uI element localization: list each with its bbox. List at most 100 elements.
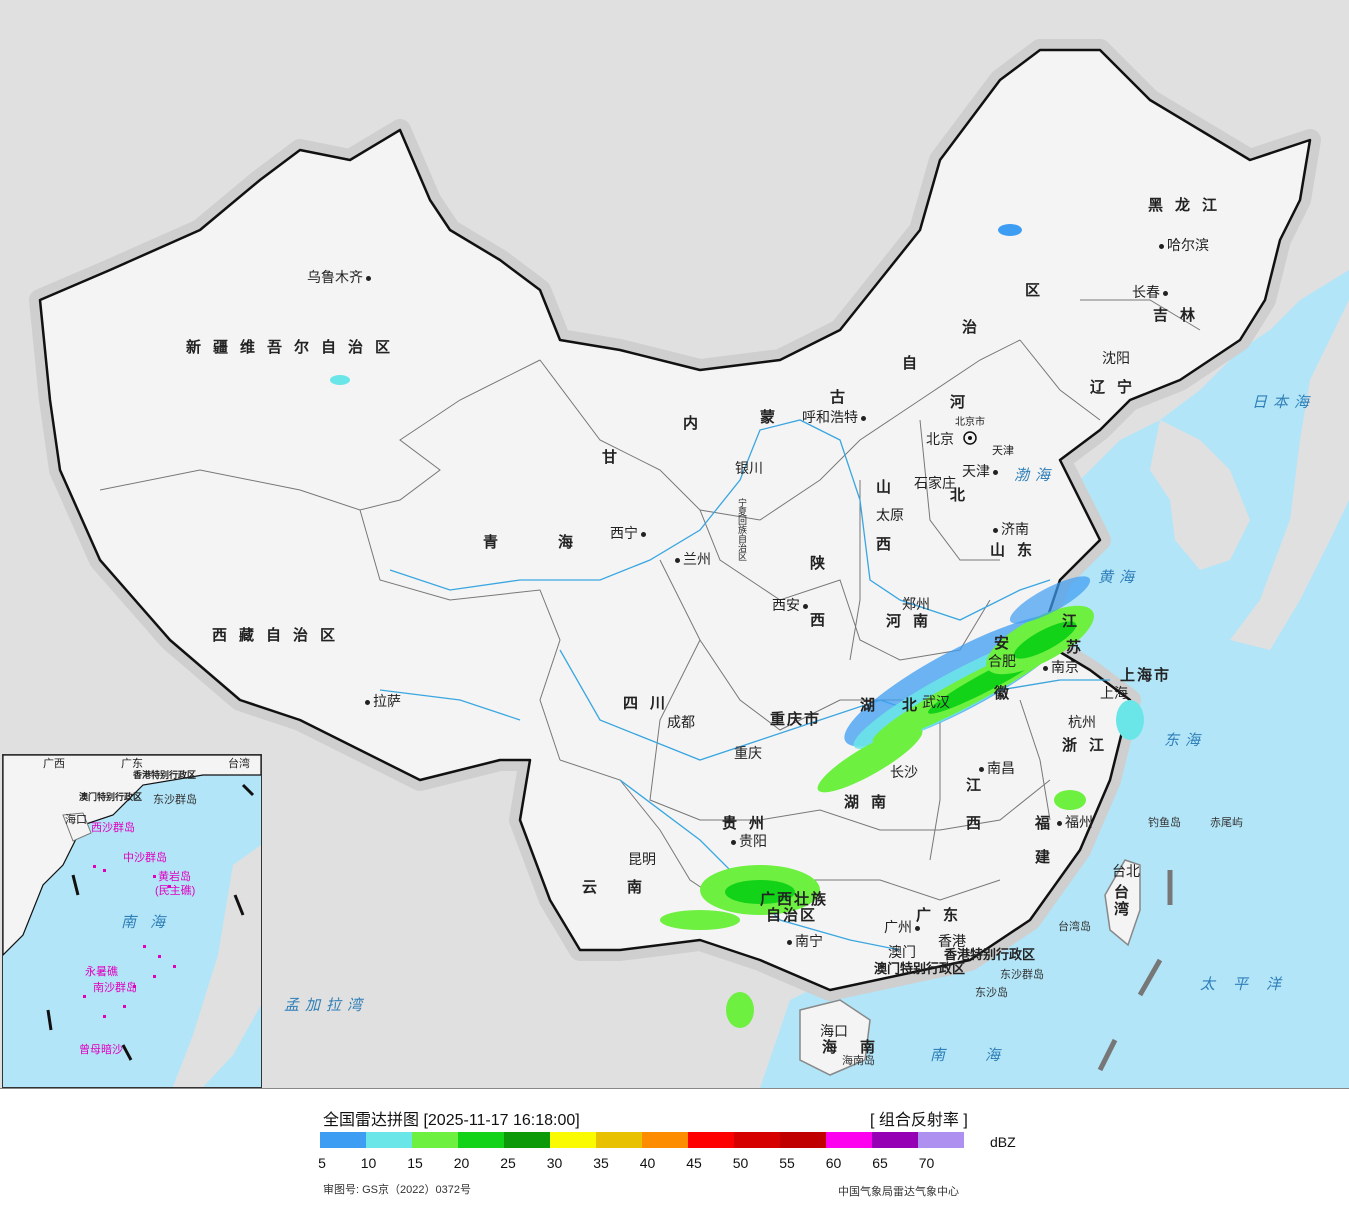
city-chongqing: 重庆 <box>734 745 762 761</box>
inset-huangyan-note: (民主礁) <box>155 885 196 897</box>
province-jiangxi-2: 西 <box>966 815 994 832</box>
city-fuzhou: 福州 <box>1054 815 1093 829</box>
inset-hongkong-sar: 香港特别行政区 <box>133 770 197 780</box>
city-tianjin: 天津 <box>962 464 1001 478</box>
legend-product: [ 组合反射率 ] <box>870 1112 968 1129</box>
city-nanjing: 南京 <box>1040 660 1079 674</box>
radar-map: 新疆维吾尔自治区 西藏自治区 青 海 甘 内 蒙 古 自 治 区 黑龙江 吉林 … <box>0 0 1349 1089</box>
sea-bengal: 孟加拉湾 <box>284 997 369 1014</box>
province-ningxia: 宁夏回族自治区 <box>737 498 747 561</box>
province-jilin: 吉林 <box>1153 307 1208 324</box>
province-hebei-1: 河 <box>950 394 978 411</box>
province-shanghai: 上海市 <box>1120 667 1172 684</box>
agency-credit: 中国气象局雷达气象中心 <box>838 1186 959 1198</box>
legend-title: 全国雷达拼图 [2025-11-17 16:18:00] <box>323 1112 580 1129</box>
colorbar-tick-label: 5 <box>318 1155 326 1171</box>
sea-yellow: 黄海 <box>1098 569 1141 586</box>
colorbar-tick-label: 25 <box>500 1155 516 1171</box>
colorbar-tick-label: 30 <box>546 1155 563 1171</box>
city-changsha: 长沙 <box>890 764 918 780</box>
province-shanxi-2: 西 <box>876 536 904 553</box>
colorbar-cell <box>550 1132 596 1148</box>
island-taiwan: 台湾岛 <box>1058 921 1091 933</box>
island-hainan: 海南岛 <box>842 1055 875 1067</box>
colorbar-tick-label: 20 <box>453 1155 470 1171</box>
inset-zhongsha: 中沙群岛 <box>123 852 167 864</box>
province-neimenggu-2: 蒙 <box>760 409 788 426</box>
sea-east: 东海 <box>1164 732 1207 749</box>
province-neimenggu-6: 区 <box>1025 282 1053 299</box>
province-fujian-1: 福 <box>1035 815 1063 832</box>
inset-yongshu: 永暑礁 <box>85 966 118 978</box>
city-guangzhou: 广州 <box>884 920 923 934</box>
sea-south: 南海 <box>930 1047 1041 1064</box>
island-dongsha: 东沙岛 <box>975 987 1008 999</box>
province-hubei-2: 北 <box>902 697 930 714</box>
korea-peninsula <box>1150 420 1250 570</box>
province-jiangxi-1: 江 <box>966 777 994 794</box>
city-lanzhou: 兰州 <box>672 552 711 566</box>
province-chongqing: 重庆市 <box>770 711 822 728</box>
maritime-boundary <box>1097 870 1173 1072</box>
inset-guangdong: 广东 <box>121 758 143 770</box>
province-henan: 河南 <box>886 613 941 630</box>
colorbar-tick-label: 15 <box>407 1155 423 1171</box>
colorbar-tick-label: 60 <box>825 1155 842 1171</box>
province-neimenggu-4: 自 <box>902 355 930 372</box>
map-approval-number: 审图号: GS京（2022）0372号 <box>323 1184 471 1196</box>
hainan-island-shape <box>799 999 871 1076</box>
legend-panel: 全国雷达拼图 [2025-11-17 16:18:00] [ 组合反射率 ] d… <box>0 1089 1349 1208</box>
colorbar-cell <box>734 1132 780 1148</box>
inset-guangxi: 广西 <box>43 758 65 770</box>
radar-echoes <box>330 224 1144 1028</box>
city-harbin: 哈尔滨 <box>1156 238 1209 252</box>
city-taibei: 台北 <box>1112 863 1140 879</box>
province-hongkong: 香港特别行政区 <box>944 947 1036 962</box>
island-diaoyu: 钓鱼岛 <box>1148 817 1181 829</box>
city-urumqi: 乌鲁木齐 <box>307 270 374 284</box>
province-anhui-2: 徽 <box>994 685 1022 702</box>
city-hohhot: 呼和浩特 <box>802 410 869 424</box>
taiwan-island-shape <box>1104 859 1141 947</box>
inset-dongsha: 东沙群岛 <box>153 794 197 806</box>
rivers <box>379 419 1110 951</box>
province-taiwan-1: 台 <box>1114 884 1142 901</box>
province-neimenggu-5: 治 <box>962 319 990 336</box>
province-neimenggu-3: 古 <box>830 389 858 406</box>
colorbar-tick-label: 35 <box>593 1155 609 1171</box>
inset-zengmu: 曾母暗沙 <box>79 1044 123 1056</box>
city-nanchang: 南昌 <box>976 761 1015 775</box>
colorbar-tick-label: 55 <box>779 1155 795 1171</box>
province-hunan: 湖南 <box>844 794 899 811</box>
city-changchun: 长春 <box>1132 285 1171 299</box>
inset-taiwan: 台湾 <box>228 758 250 770</box>
colorbar-cell <box>780 1132 826 1148</box>
island-chiwei: 赤尾屿 <box>1210 817 1243 829</box>
colorbar-tick-label: 40 <box>639 1155 656 1171</box>
colorbar-tick-label: 50 <box>732 1155 749 1171</box>
province-qinghai-2: 海 <box>558 534 586 551</box>
colorbar-cell <box>826 1132 872 1148</box>
beijing-marker <box>963 431 977 445</box>
inset-south-sea: 南海 <box>121 914 180 931</box>
province-guangxi-2: 自治区 <box>766 907 818 924</box>
city-macau: 澳门 <box>888 944 916 960</box>
province-jiangsu-1: 江 <box>1062 613 1090 630</box>
province-xinjiang: 新疆维吾尔自治区 <box>186 339 403 356</box>
province-beijing: 北京市 <box>955 417 985 428</box>
china-mainland <box>38 48 1312 992</box>
city-beijing: 北京 <box>926 431 954 447</box>
province-liaoning: 辽宁 <box>1090 379 1145 396</box>
city-hefei: 合肥 <box>988 653 1016 669</box>
city-shanghai: 上海 <box>1100 685 1128 701</box>
province-taiwan-2: 湾 <box>1114 901 1142 918</box>
city-guiyang: 贵阳 <box>728 834 767 848</box>
inset-huangyan: 黄岩岛 <box>158 871 191 883</box>
inset-haikou: 海口 <box>65 814 87 826</box>
province-guangxi-1: 广西壮族 <box>760 891 829 908</box>
south-sea-inset: 西沙群岛 中沙群岛 黄岩岛 (民主礁) 南海 永暑礁 南沙群岛 曾母暗沙 海口 … <box>2 754 262 1088</box>
island-dongsha-islands: 东沙群岛 <box>1000 969 1044 981</box>
province-hainan-1: 海 <box>822 1039 850 1056</box>
province-sichuan: 四川 <box>623 695 678 712</box>
colorbar-tick-label: 70 <box>918 1155 935 1171</box>
